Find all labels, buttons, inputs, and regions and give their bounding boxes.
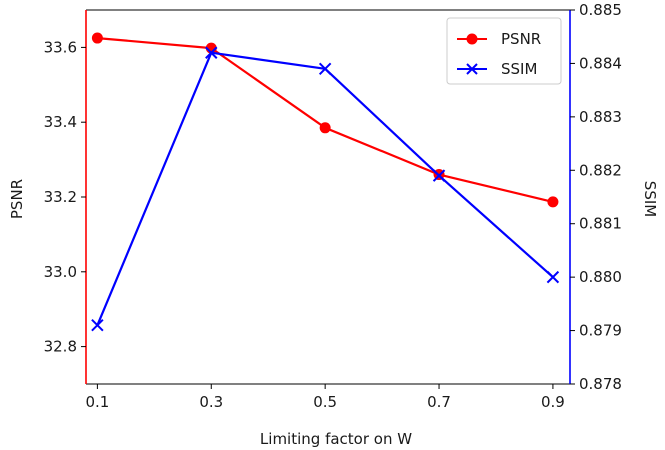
left-tick-label: 33.0 — [44, 263, 77, 281]
x-tick-label: 0.7 — [427, 393, 451, 411]
right-tick-label: 0.884 — [579, 54, 622, 72]
x-tick-label: 0.1 — [85, 393, 109, 411]
plot-area — [86, 9, 570, 385]
right-axis: 0.878 0.879 0.880 0.881 0.882 0.883 0.884 0.885 — [569, 1, 622, 393]
data-point-psnr — [319, 122, 331, 134]
left-tick-label: 33.2 — [44, 188, 77, 206]
legend-label-ssim: SSIM — [501, 60, 537, 78]
data-point-ssim — [205, 46, 218, 59]
right-tick-label: 0.880 — [579, 268, 622, 286]
data-point-psnr — [91, 32, 103, 44]
legend-psnr-marker — [466, 33, 478, 45]
right-tick-label: 0.885 — [579, 1, 622, 19]
y-axis-right-label: SSIM — [641, 181, 659, 217]
series-line-ssim — [96, 51, 554, 326]
left-tick-label: 33.6 — [44, 38, 77, 56]
legend-label-psnr: PSNR — [501, 30, 541, 48]
legend-ssim-marker — [466, 63, 478, 75]
right-tick-label: 0.878 — [579, 375, 622, 393]
data-point-psnr — [547, 196, 559, 208]
left-tick-label: 32.8 — [44, 338, 77, 356]
y-axis-left-label: PSNR — [8, 179, 26, 219]
series-layer — [91, 32, 560, 332]
right-tick-label: 0.883 — [579, 108, 622, 126]
x-axis-label: Limiting factor on W — [260, 430, 412, 448]
left-tick-label: 33.4 — [44, 113, 77, 131]
data-point-ssim — [432, 169, 446, 182]
x-tick-label: 0.9 — [541, 393, 565, 411]
right-tick-label: 0.879 — [579, 322, 622, 340]
x-tick-label: 0.5 — [313, 393, 337, 411]
legend: PSNR SSIM — [446, 17, 562, 85]
bottom-axis: 0.1 0.3 0.5 0.7 0.9 — [85, 384, 565, 411]
data-point-ssim — [318, 62, 332, 75]
x-tick-label: 0.3 — [199, 393, 223, 411]
right-tick-label: 0.882 — [579, 161, 622, 179]
data-point-ssim — [546, 270, 560, 284]
data-point-ssim — [91, 319, 104, 332]
left-axis: 32.8 33.0 33.2 33.4 33.6 — [44, 10, 87, 384]
legend-box — [446, 17, 562, 85]
right-tick-label: 0.881 — [579, 215, 622, 233]
